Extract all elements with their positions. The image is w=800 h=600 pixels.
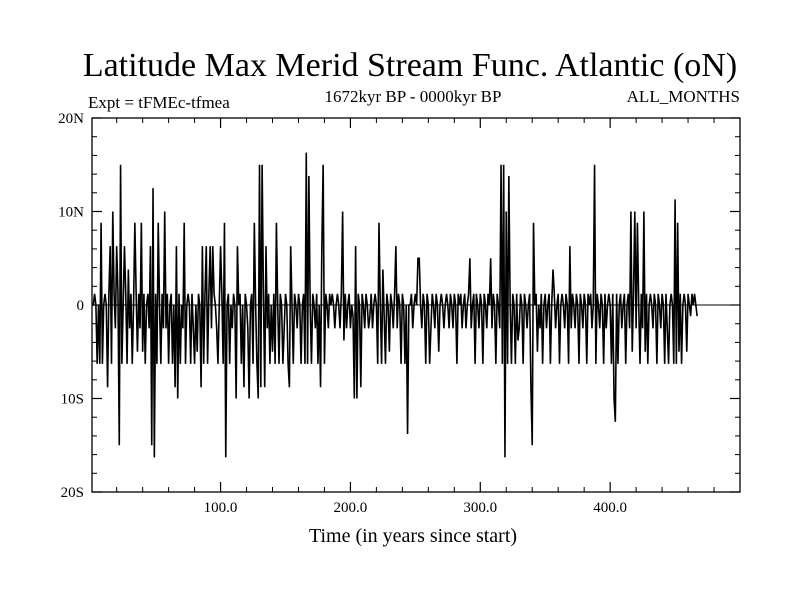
y-tick-label: 20N [58,111,84,127]
x-tick-label: 400.0 [593,500,627,516]
x-tick-label: 100.0 [204,500,238,516]
series-group [92,152,698,458]
x-tick-label: 300.0 [463,500,497,516]
y-tick-label: 10S [61,392,84,408]
time-range-label: 1672kyr BP - 0000kyr BP [325,87,502,106]
y-tick-label: 20S [61,485,84,501]
axis-ticks: 20N 10N 0 10S 20S 100.0 200.0 300.0 400.0 [58,111,740,516]
experiment-label: Expt = tFMEc-tfmea [88,93,230,112]
chart-title: Latitude Max Merid Stream Func. Atlantic… [83,47,737,84]
months-label: ALL_MONTHS [627,87,740,106]
series-line [92,152,698,458]
y-tick-label: 0 [77,298,85,314]
y-tick-label: 10N [58,205,84,221]
x-axis-label: Time (in years since start) [309,525,517,547]
x-tick-label: 200.0 [334,500,368,516]
